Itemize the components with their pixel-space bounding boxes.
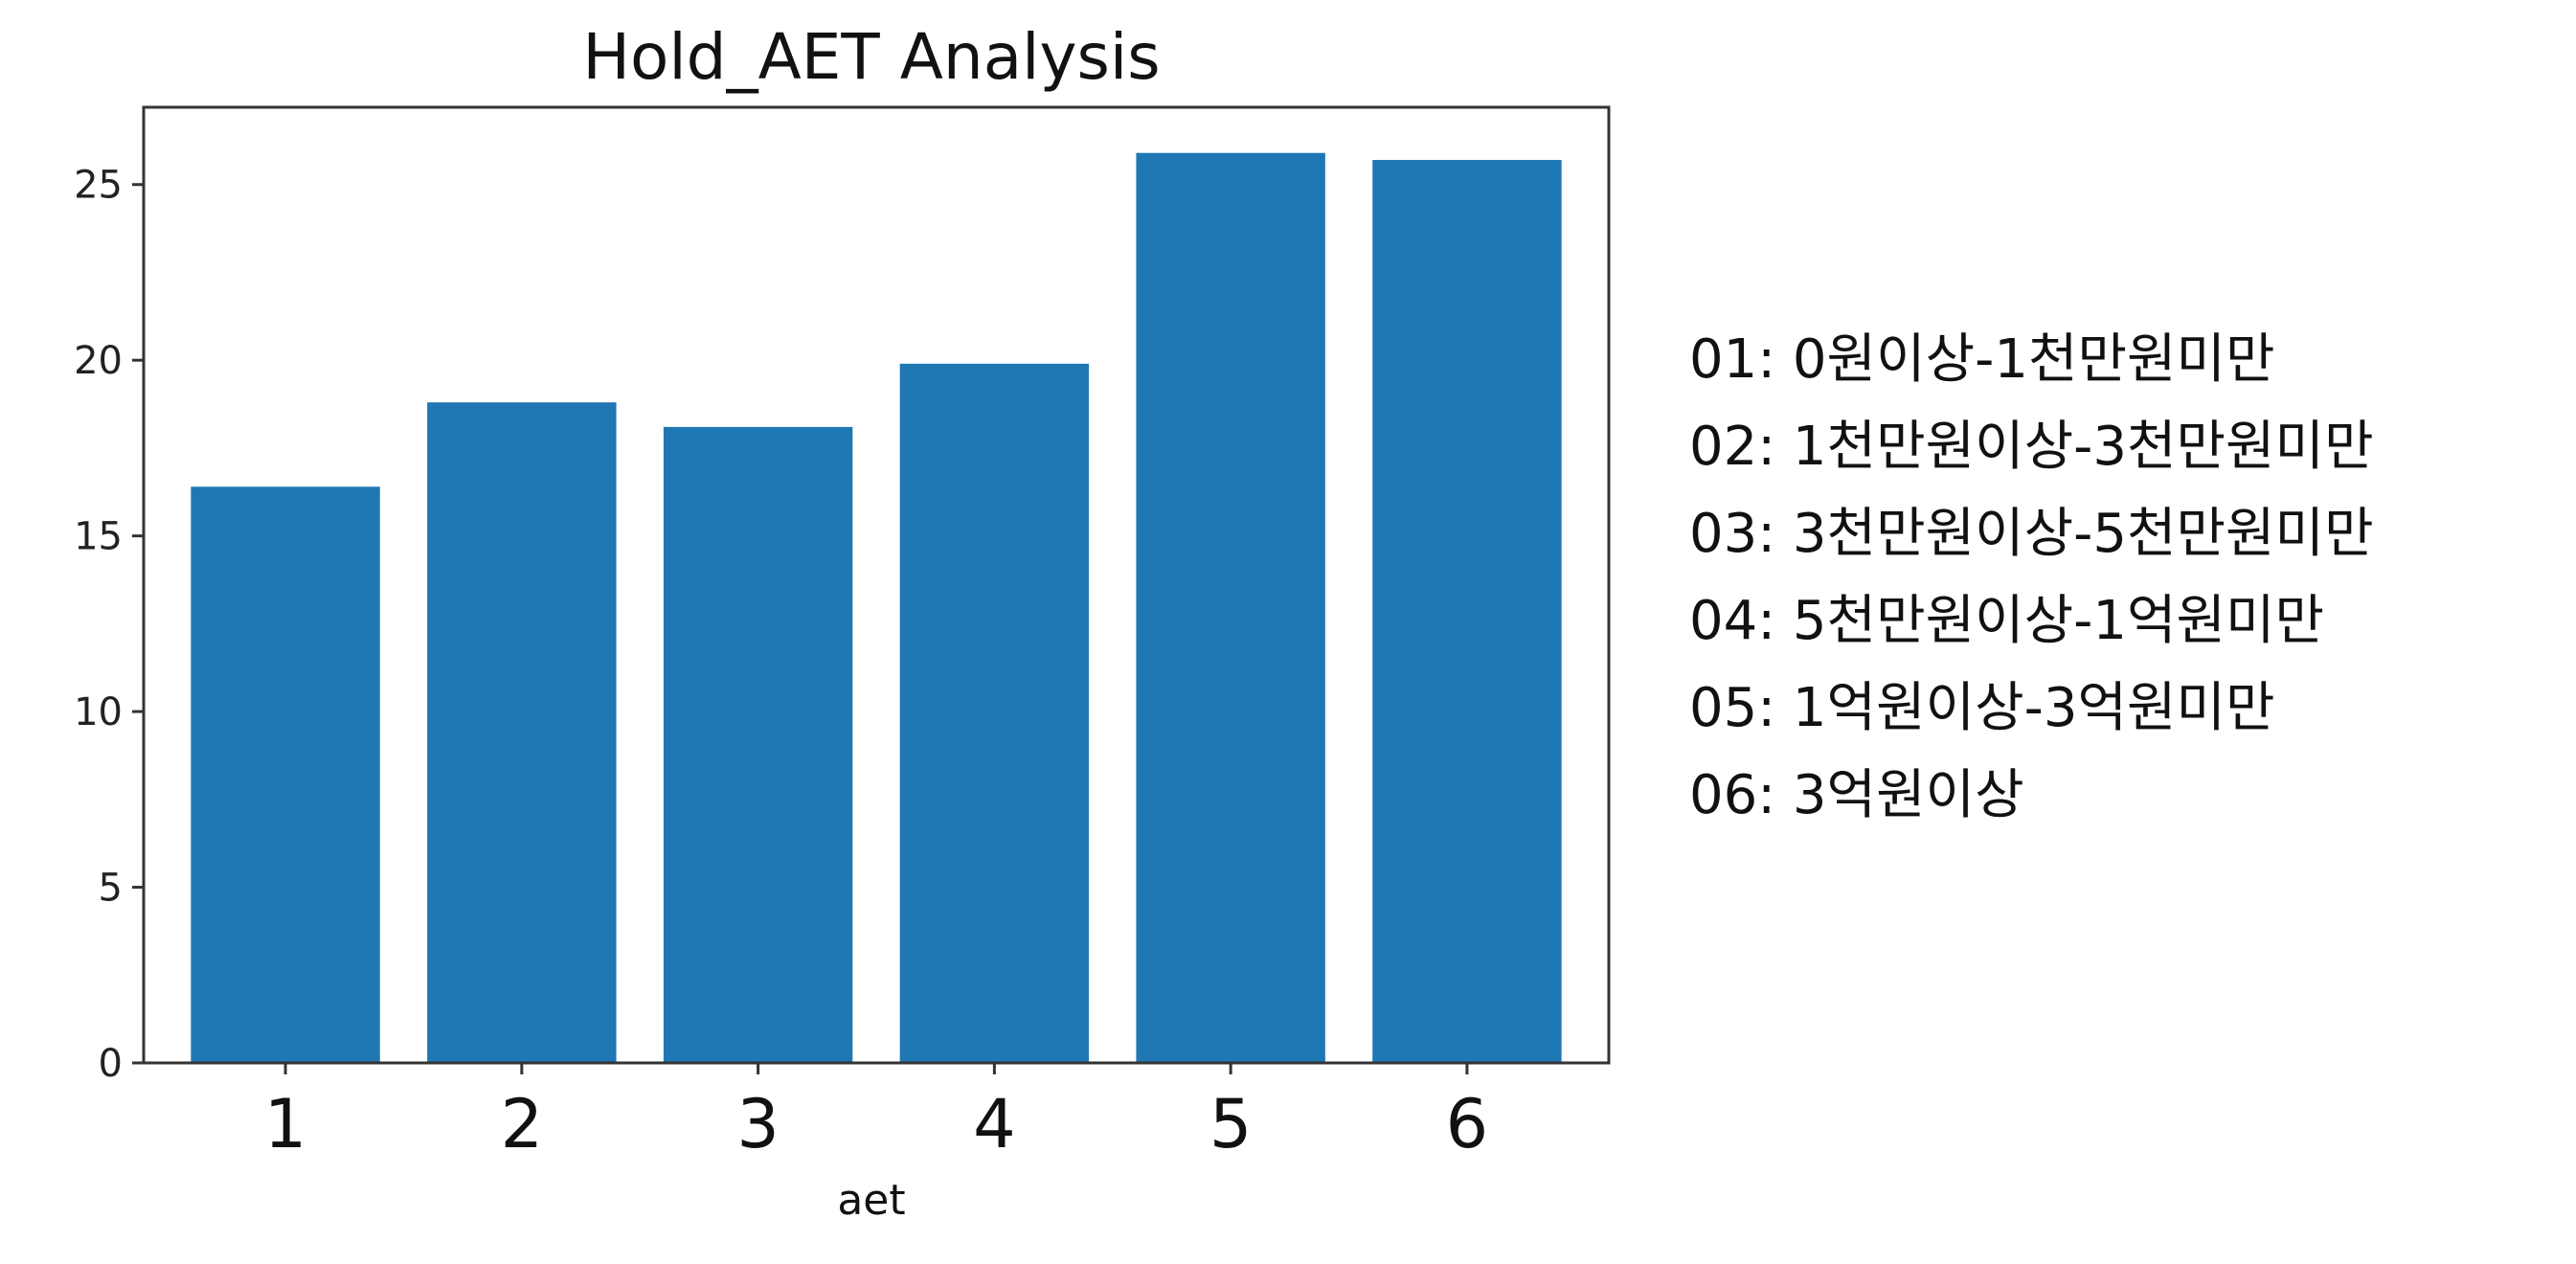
- y-tick-label-0: 0: [99, 1042, 123, 1086]
- legend-item-04: 04: 5천만원이상-1억원미만: [1689, 590, 2325, 652]
- y-axis: 0 5 10 15 20 25: [74, 164, 144, 1086]
- bars-group: [191, 152, 1562, 1064]
- category-legend: 01: 0원이상-1천만원미만 02: 1천만원이상-3천만원미만 03: 3천…: [1689, 316, 2551, 839]
- x-tick-label-3: 3: [736, 1085, 780, 1163]
- legend-item-02: 02: 1천만원이상-3천만원미만: [1689, 416, 2374, 478]
- y-tick-label-25: 25: [74, 164, 123, 208]
- bar-5: [1136, 152, 1325, 1063]
- bar-1: [191, 486, 380, 1063]
- plot-frame: [142, 105, 1611, 1065]
- legend-item-05: 05: 1억원이상-3억원미만: [1689, 677, 2275, 739]
- x-tick-label-6: 6: [1446, 1085, 1489, 1163]
- x-tick-label-2: 2: [501, 1085, 544, 1163]
- legend-item-01: 01: 0원이상-1천만원미만: [1689, 328, 2275, 391]
- bar-4: [899, 363, 1090, 1063]
- x-axis: 1 2 3 4 5 6: [264, 1063, 1488, 1163]
- y-tick-label-15: 15: [74, 515, 123, 559]
- legend-item-06: 06: 3억원이상: [1689, 764, 2024, 826]
- y-tick-label-10: 10: [74, 690, 123, 734]
- y-tick-label-20: 20: [74, 339, 123, 383]
- bar-3: [663, 426, 853, 1063]
- x-tick-label-5: 5: [1209, 1085, 1253, 1163]
- y-tick-label-5: 5: [99, 867, 123, 911]
- bar-6: [1372, 160, 1562, 1064]
- bar-chart: Hold_AET Analysis 0 5 10 15 20 25 1 2 3 4 5 6 aet: [74, 20, 1611, 1225]
- x-axis-label: aet: [837, 1176, 905, 1225]
- chart-title: Hold_AET Analysis: [582, 20, 1160, 94]
- legend-item-03: 03: 3천만원이상-5천만원미만: [1689, 503, 2374, 565]
- x-tick-label-1: 1: [264, 1085, 307, 1163]
- x-tick-label-4: 4: [973, 1085, 1016, 1163]
- bar-2: [427, 402, 617, 1063]
